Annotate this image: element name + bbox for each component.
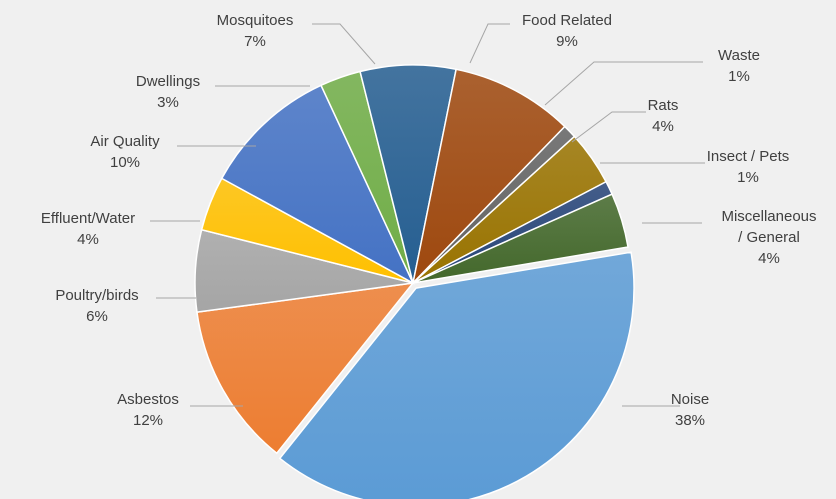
leader-line-waste (544, 61, 703, 106)
data-label-noise: Noise 38% (671, 391, 709, 429)
data-label-dwellings: Dwellings 3% (136, 73, 200, 111)
data-label-miscellaneous-general: Miscellaneous / General 4% (721, 208, 816, 267)
pie-slice-noise (278, 251, 635, 499)
data-label-food-related: Food Related 9% (522, 12, 612, 50)
data-label-effluent-water: Effluent/Water 4% (41, 210, 135, 248)
data-label-waste: Waste 1% (718, 47, 760, 85)
data-label-asbestos: Asbestos 12% (117, 391, 179, 429)
data-label-rats: Rats 4% (648, 97, 679, 135)
pie-slice-food-related (411, 68, 566, 286)
pie-slice-miscellaneous-general (412, 193, 629, 284)
data-label-poultry-birds: Poultry/birds 6% (55, 287, 138, 325)
leader-line-rats (571, 111, 646, 143)
pie-slice-air-quality (220, 84, 415, 285)
leader-line-mosquitoes (312, 23, 376, 65)
pie-slice-asbestos (196, 282, 415, 455)
data-label-air-quality: Air Quality 10% (90, 133, 160, 171)
data-label-insect-pets: Insect / Pets 1% (707, 148, 790, 186)
data-label-mosquitoes: Mosquitoes 7% (217, 12, 294, 50)
leader-line-food-related (469, 23, 510, 64)
